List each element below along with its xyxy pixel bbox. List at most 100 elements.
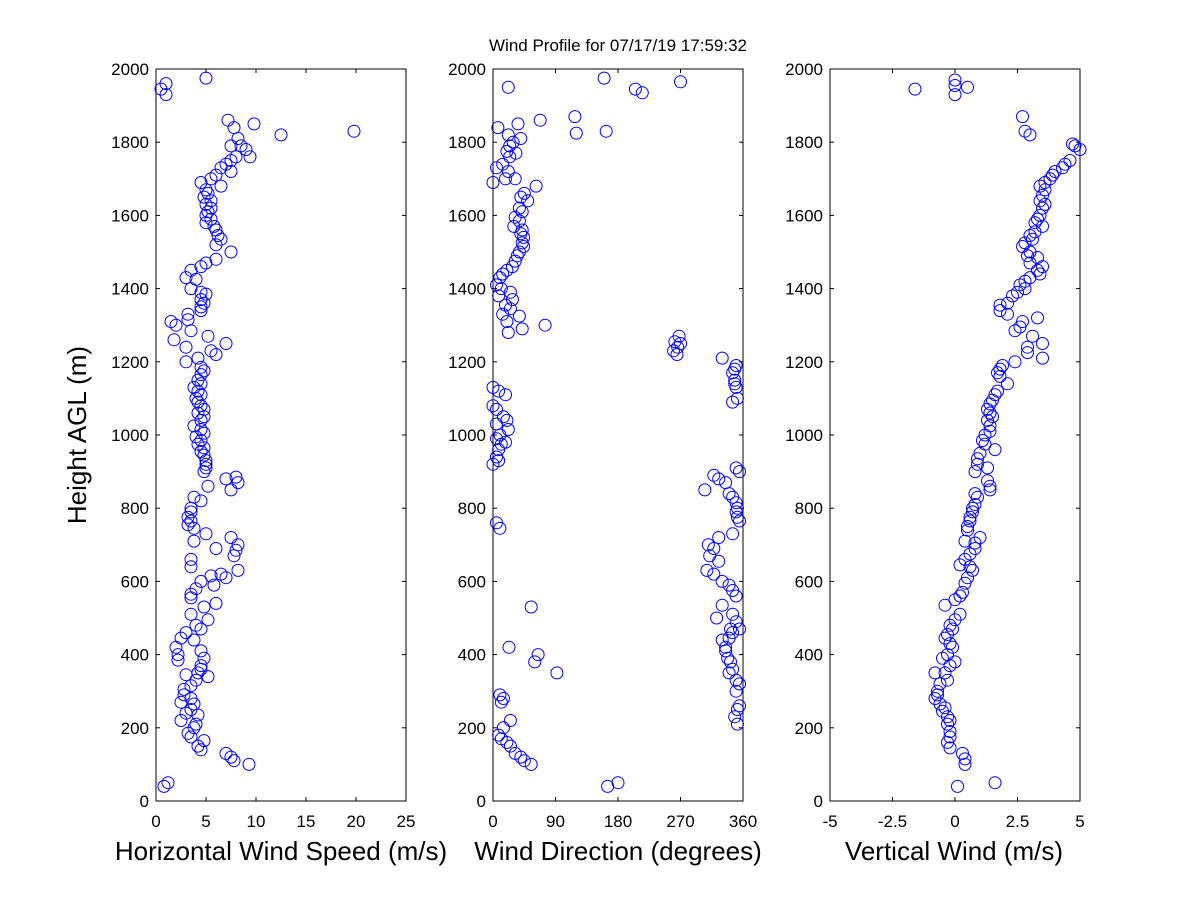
data-point [1006, 289, 1019, 303]
data-point [229, 150, 243, 164]
y-tick-label: 400 [795, 646, 823, 665]
data-point [499, 388, 512, 402]
data-point [1031, 263, 1044, 277]
data-point [1018, 124, 1032, 138]
data-point [191, 739, 205, 753]
data-point [1008, 324, 1022, 338]
data-point [948, 593, 962, 607]
y-tick-label: 600 [458, 572, 486, 591]
data-point [963, 560, 977, 574]
plot-frame [492, 68, 744, 802]
data-point [729, 684, 743, 698]
data-point [492, 384, 506, 398]
data-point [722, 631, 736, 645]
data-point [194, 304, 208, 318]
data-point [224, 245, 238, 259]
data-point [496, 692, 510, 705]
data-point [961, 520, 974, 533]
data-point [628, 82, 642, 96]
data-point [1038, 197, 1052, 211]
y-tick-label: 1400 [785, 280, 823, 299]
data-point [512, 201, 526, 215]
data-point [197, 448, 211, 462]
data-point [214, 179, 228, 193]
data-point [194, 176, 208, 189]
data-point [194, 260, 208, 274]
data-point [189, 717, 203, 731]
data-point [174, 714, 188, 727]
data-point [197, 426, 211, 440]
data-point [730, 717, 744, 731]
data-point [698, 483, 712, 497]
x-axis-label: Vertical Wind (m/s) [845, 836, 1063, 866]
data-point [514, 750, 528, 764]
data-point [951, 779, 964, 793]
data-point [194, 300, 208, 314]
data-point [958, 576, 972, 590]
data-point [247, 117, 261, 131]
x-tick-label: -5 [822, 812, 837, 831]
data-point [963, 514, 977, 528]
tick-labels: 0 200 400 600 800 1000 1200 1400 1600 1800 2000 0 5 1… [111, 60, 415, 831]
y-tick-label: 1600 [111, 206, 149, 225]
data-point [194, 662, 208, 676]
x-tick-label: 0 [488, 812, 497, 831]
data-point [730, 391, 744, 405]
data-point [722, 487, 736, 501]
data-point [729, 589, 743, 603]
data-point [199, 527, 213, 541]
data-point [201, 613, 215, 627]
data-point [224, 154, 238, 167]
data-point [184, 514, 198, 528]
data-point [227, 549, 241, 563]
data-point [729, 496, 743, 510]
data-point [171, 653, 185, 667]
data-point [209, 596, 223, 610]
data-point [988, 443, 1002, 457]
data-point [184, 587, 198, 601]
y-tick-label: 200 [121, 719, 149, 738]
data-point [209, 168, 223, 182]
data-point [517, 230, 531, 244]
data-point [983, 397, 997, 411]
x-tick-label: 10 [247, 812, 266, 831]
y-tick-label: 1800 [111, 133, 149, 152]
data-point [194, 388, 208, 402]
y-tick-label: 400 [121, 646, 149, 665]
data-point [187, 534, 201, 548]
data-point [521, 194, 535, 208]
data-point [1048, 165, 1062, 178]
data-point [1033, 179, 1047, 193]
data-point [214, 161, 228, 175]
data-point [179, 668, 193, 682]
data-point [503, 739, 517, 753]
data-point [242, 757, 256, 771]
data-point [199, 183, 213, 197]
data-point [728, 373, 742, 387]
x-tick-label: 180 [604, 812, 632, 831]
y-tick-label: 0 [140, 792, 149, 811]
data-point [958, 752, 972, 766]
data-point [219, 472, 233, 486]
data-point [993, 369, 1007, 383]
data-point [1018, 282, 1032, 296]
y-tick-label: 0 [477, 792, 486, 811]
data-point [184, 552, 198, 566]
data-point [231, 132, 245, 145]
y-tick-label: 1000 [785, 426, 823, 445]
data-point [1013, 320, 1027, 334]
data-point [224, 483, 238, 497]
data-point [187, 521, 201, 535]
data-point [961, 571, 974, 585]
data-point [177, 688, 191, 702]
data-point [1001, 296, 1014, 310]
y-tick-label: 1800 [785, 133, 823, 152]
data-point [514, 227, 528, 241]
y-tick-label: 2000 [111, 60, 149, 79]
data-point [938, 701, 952, 715]
data-point [486, 176, 500, 189]
data-point [1023, 128, 1037, 142]
data-point [953, 558, 967, 572]
data-point [239, 143, 253, 156]
tick-labels: 0 200 400 600 800 1000 1200 1400 1600 1800 2000 0 90… [448, 60, 757, 831]
